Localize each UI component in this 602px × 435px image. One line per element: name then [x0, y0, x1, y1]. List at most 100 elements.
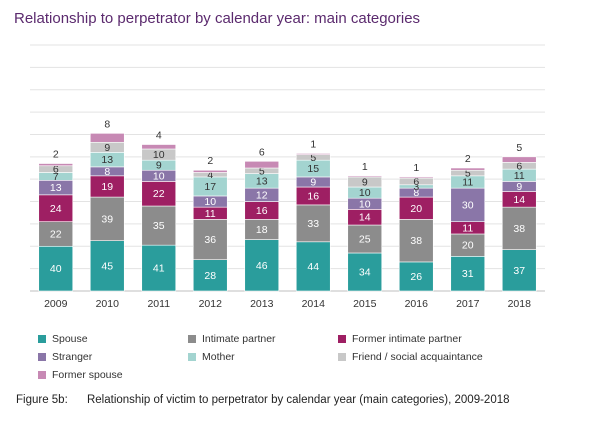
- data-label: 19: [101, 181, 113, 193]
- bar-segment: [501, 156, 537, 163]
- bar-segment: [89, 196, 125, 241]
- legend-label: Intimate partner: [202, 333, 276, 345]
- data-label: 11: [205, 208, 216, 220]
- data-label: 33: [307, 218, 319, 230]
- data-label: 10: [153, 149, 165, 161]
- bar-segment: [295, 153, 331, 155]
- bar-segment: [347, 175, 383, 178]
- bar-segment: [192, 259, 228, 292]
- bar-segment: [141, 144, 177, 150]
- data-label: 6: [516, 160, 522, 172]
- data-label: 22: [50, 228, 62, 240]
- data-label: 8: [104, 118, 110, 130]
- data-label: 35: [153, 220, 165, 232]
- data-label: 13: [50, 182, 62, 194]
- data-label: 37: [513, 265, 525, 277]
- data-label: 31: [462, 268, 474, 280]
- data-label: 10: [359, 187, 371, 199]
- legend-swatch: [38, 371, 46, 379]
- legend-label: Spouse: [52, 333, 88, 345]
- data-label: 34: [359, 266, 371, 278]
- data-label: 4: [156, 130, 162, 142]
- legend-label: Friend / social acquaintance: [352, 351, 483, 363]
- data-label: 1: [310, 138, 316, 150]
- data-label: 46: [256, 260, 268, 272]
- data-label: 25: [359, 234, 371, 246]
- data-label: 26: [410, 271, 422, 283]
- data-label: 20: [410, 203, 422, 215]
- data-label: 8: [413, 187, 419, 199]
- data-label: 14: [513, 194, 525, 206]
- data-label: 10: [204, 196, 216, 208]
- data-label: 41: [153, 263, 165, 275]
- data-label: 44: [307, 261, 319, 273]
- data-label: 20: [462, 240, 474, 252]
- legend-label: Former intimate partner: [352, 333, 462, 345]
- data-label: 4: [207, 169, 213, 181]
- bar-segment: [450, 187, 486, 222]
- bar-segment: [192, 219, 228, 260]
- data-label: 6: [259, 146, 265, 158]
- bar-segment: [38, 163, 74, 167]
- legend-item: Intimate partner: [188, 333, 338, 345]
- bar-segment: [347, 252, 383, 292]
- legend-item: Spouse: [38, 333, 188, 345]
- data-label: 11: [514, 170, 525, 182]
- data-label: 45: [101, 260, 113, 272]
- caption-text: Relationship of victim to perpetrator by…: [86, 394, 510, 406]
- chart-legend: Spouse Intimate partner Former intimate pa…: [38, 333, 558, 381]
- data-label: 22: [153, 188, 165, 200]
- x-tick-label: 2017: [456, 298, 480, 310]
- legend-swatch: [188, 353, 196, 361]
- data-label: 5: [259, 165, 265, 177]
- data-label: 16: [307, 190, 319, 202]
- data-label: 13: [101, 154, 113, 166]
- data-label: 9: [362, 176, 368, 188]
- bar-segment: [295, 204, 331, 243]
- data-label: 5: [310, 152, 316, 164]
- data-label: 6: [53, 164, 59, 176]
- legend-swatch: [38, 353, 46, 361]
- legend-item: Former intimate partner: [338, 333, 538, 345]
- data-label: 1: [413, 162, 419, 174]
- legend-swatch: [338, 353, 346, 361]
- x-tick-label: 2015: [353, 298, 377, 310]
- legend-item: Friend / social acquaintance: [338, 351, 538, 363]
- x-tick-label: 2009: [44, 298, 68, 310]
- data-label: 6: [413, 176, 419, 188]
- x-tick-label: 2012: [199, 298, 223, 310]
- x-tick-label: 2014: [302, 298, 326, 310]
- data-label: 2: [207, 155, 213, 167]
- data-label: 28: [204, 270, 216, 282]
- data-label: 9: [156, 160, 162, 172]
- data-label: 8: [104, 166, 110, 178]
- data-label: 38: [513, 223, 525, 235]
- legend-item: Stranger: [38, 351, 188, 363]
- legend-swatch: [38, 335, 46, 343]
- legend-swatch: [338, 335, 346, 343]
- data-label: 36: [204, 234, 216, 246]
- bar-segment: [89, 133, 125, 143]
- data-label: 2: [53, 149, 59, 161]
- x-tick-label: 2010: [96, 298, 120, 310]
- data-label: 11: [462, 222, 473, 234]
- bar-segment: [192, 169, 228, 173]
- data-label: 1: [362, 161, 368, 173]
- chart-title: Relationship to perpetrator by calendar …: [14, 10, 421, 27]
- data-label: 3: [413, 181, 419, 193]
- data-label: 38: [410, 235, 422, 247]
- legend-item: Former spouse: [38, 369, 188, 381]
- bar-segment: [141, 244, 177, 292]
- x-tick-label: 2018: [508, 298, 532, 310]
- data-label: 13: [256, 175, 268, 187]
- legend-item: Mother: [188, 351, 338, 363]
- bar-segment: [398, 176, 434, 179]
- data-label: 15: [307, 163, 319, 175]
- bar-segment: [450, 167, 486, 171]
- bar-segment: [244, 160, 280, 169]
- data-label: 40: [50, 263, 62, 275]
- bar-segment: [501, 249, 537, 292]
- legend-label: Mother: [202, 351, 235, 363]
- x-tick-label: 2016: [405, 298, 429, 310]
- legend-label: Stranger: [52, 351, 93, 363]
